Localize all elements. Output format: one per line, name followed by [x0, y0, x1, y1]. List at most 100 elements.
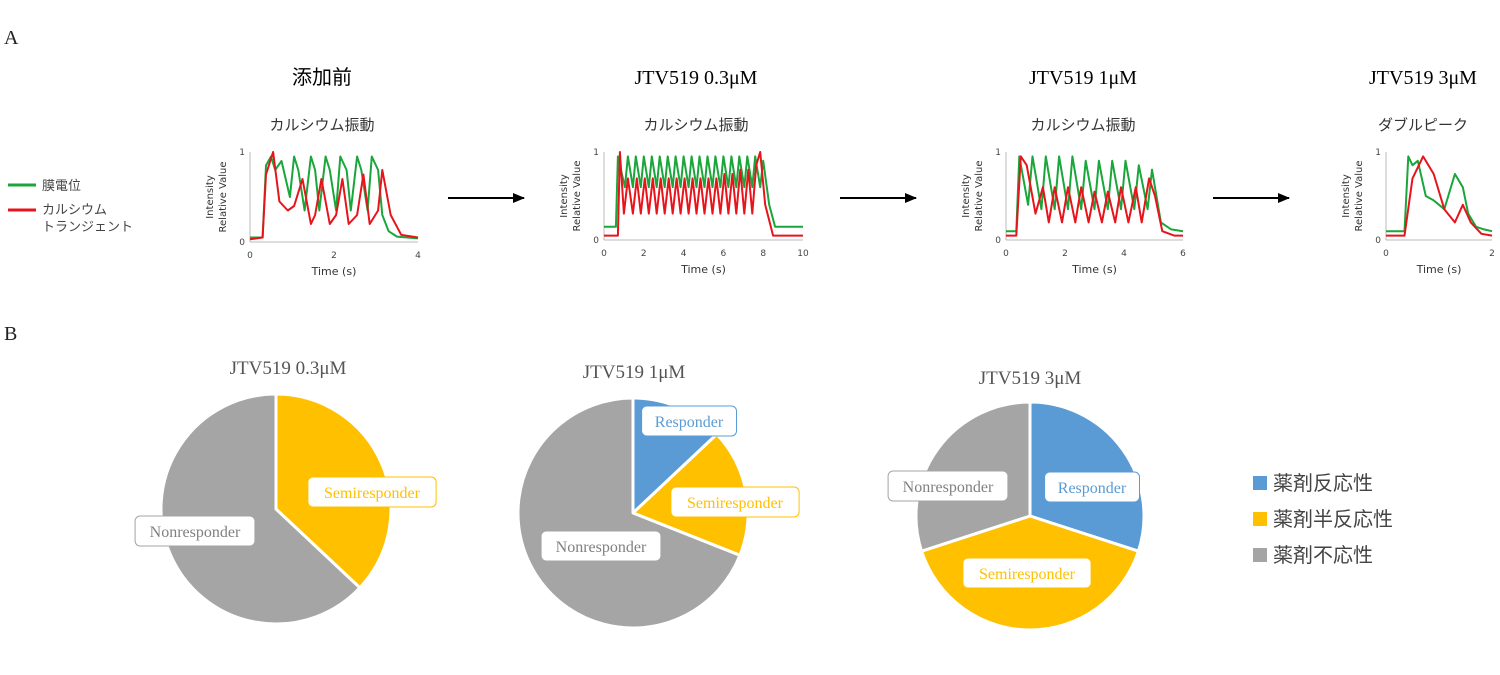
x-tick-label: 2 [331, 251, 337, 261]
series-line [250, 155, 419, 240]
pie-slice-label-box [1044, 471, 1140, 503]
y-tick-label: 1 [593, 148, 599, 158]
line-chart: JTV519 1μM カルシウム振動 0 2 4 6 0 1 Time (s) Intensity… [961, 67, 1186, 276]
y-axis-label-line: Relative Value [218, 162, 229, 233]
pie-slice-label-box [307, 476, 437, 508]
chart-title: JTV519 1μM [1029, 67, 1137, 89]
pie-chart: JTV519 3μM Responder Semiresponder Nonrespo… [887, 368, 1146, 632]
series-line [1386, 155, 1493, 237]
chart-title: JTV519 0.3μM [230, 358, 347, 379]
y-axis-label: Intensity Relative Value [961, 161, 985, 232]
x-tick-label: 0 [1383, 249, 1389, 259]
series-line [1006, 155, 1183, 237]
x-axis-label: Time (s) [1071, 263, 1117, 276]
pie-slice-label: Responder [655, 414, 724, 431]
y-axis-label-line: Intensity [559, 174, 570, 218]
legend-b-label: 薬剤半反応性 [1273, 507, 1393, 531]
x-tick-label: 4 [1121, 249, 1127, 259]
line-chart: JTV519 3μM ダブルピーク 0 2 0 1 Time (s) Intensity Rel… [1341, 67, 1495, 276]
y-tick-label: 0 [239, 238, 245, 248]
y-axis-label-line: Relative Value [572, 161, 583, 232]
x-axis-label: Time (s) [680, 263, 726, 276]
pie-slice-label-box [670, 486, 800, 518]
legend-b-swatch [1253, 512, 1267, 526]
pie-slice-label: Nonresponder [556, 539, 647, 556]
chart-title: JTV519 3μM [1369, 67, 1477, 89]
legend-a-item: カルシウム トランジェント [8, 203, 133, 235]
legend-b-swatch [1253, 548, 1267, 562]
legend-b-label: 薬剤反応性 [1273, 471, 1373, 495]
y-tick-label: 0 [593, 236, 599, 246]
chart-subtitle: カルシウム振動 [1030, 116, 1135, 134]
y-axis-label-line: Intensity [1341, 174, 1352, 218]
legend-b: 薬剤反応性 薬剤半反応性 薬剤不応性 [1253, 471, 1393, 567]
legend-b-item: 薬剤半反応性 [1253, 507, 1393, 531]
pie-slice-label: Responder [1058, 480, 1127, 497]
legend-b-item: 薬剤不応性 [1253, 543, 1373, 567]
x-tick-label: 6 [1180, 249, 1186, 259]
chart-subtitle: カルシウム振動 [269, 116, 374, 134]
series-line [249, 151, 419, 241]
x-tick-label: 6 [721, 249, 727, 259]
panel-label-a: A [4, 27, 19, 49]
legend-a-label-line: 膜電位 [42, 179, 81, 194]
pie-chart: JTV519 1μM Responder Semiresponder Nonrespo… [516, 362, 800, 630]
y-axis-label-line: Relative Value [1354, 161, 1365, 232]
series-line [1386, 155, 1493, 233]
pie-slice-label-box [134, 515, 256, 547]
x-tick-label: 0 [247, 251, 253, 261]
pie-slice-label-box [641, 405, 737, 437]
line-chart: JTV519 0.3μM カルシウム振動 0 2 4 6 8 10 0 1 Time (s) Inte… [559, 67, 809, 276]
series-line [604, 151, 803, 237]
legend-b-label: 薬剤不応性 [1273, 543, 1373, 567]
chart-title: 添加前 [292, 66, 352, 89]
x-tick-label: 2 [1062, 249, 1068, 259]
y-tick-label: 1 [239, 148, 245, 158]
pie-chart: JTV519 0.3μM Semiresponder Nonresponder [134, 358, 437, 626]
y-tick-label: 0 [995, 236, 1001, 246]
chart-title: JTV519 1μM [583, 362, 686, 383]
x-tick-label: 4 [681, 249, 687, 259]
chart-subtitle: カルシウム振動 [643, 116, 748, 134]
chart-title: JTV519 3μM [979, 368, 1082, 389]
y-axis-label: Intensity Relative Value [205, 162, 229, 233]
y-axis-label-line: Relative Value [974, 161, 985, 232]
chart-subtitle: ダブルピーク [1378, 116, 1468, 134]
pie-slice [159, 392, 362, 626]
y-tick-label: 1 [995, 148, 1001, 158]
panel-label-b: B [4, 323, 17, 345]
x-axis-label: Time (s) [311, 265, 357, 278]
y-axis-label: Intensity Relative Value [1341, 161, 1365, 232]
legend-a-item: 膜電位 [8, 179, 81, 194]
x-axis-label: Time (s) [1416, 263, 1462, 276]
pie-slice [516, 396, 742, 630]
y-tick-label: 0 [1375, 236, 1381, 246]
pie-slice-label-box [540, 530, 662, 562]
pie-slice-label-box [962, 557, 1092, 589]
legend-a: 膜電位 カルシウム トランジェント [8, 179, 133, 235]
pie-slice-label: Semiresponder [687, 495, 784, 512]
x-tick-label: 2 [1489, 249, 1495, 259]
x-tick-label: 2 [641, 249, 647, 259]
y-tick-label: 1 [1375, 148, 1381, 158]
x-tick-label: 10 [797, 249, 809, 259]
pie-slice-label: Nonresponder [903, 479, 994, 496]
legend-a-label-line: トランジェント [42, 220, 133, 235]
y-axis-label: Intensity Relative Value [559, 161, 583, 232]
pie-slice-label: Semiresponder [324, 485, 421, 502]
series-line [604, 155, 803, 228]
legend-a-label-line: カルシウム [42, 203, 107, 218]
x-tick-label: 8 [760, 249, 766, 259]
legend-b-swatch [1253, 476, 1267, 490]
pie-slice-label: Semiresponder [979, 566, 1076, 583]
x-tick-label: 0 [1003, 249, 1009, 259]
pie-slice-label: Nonresponder [150, 524, 241, 541]
y-axis-label-line: Intensity [205, 175, 216, 219]
legend-b-item: 薬剤反応性 [1253, 471, 1373, 495]
pie-slice-label-box [887, 470, 1009, 502]
y-axis-label-line: Intensity [961, 174, 972, 218]
x-tick-label: 0 [601, 249, 607, 259]
